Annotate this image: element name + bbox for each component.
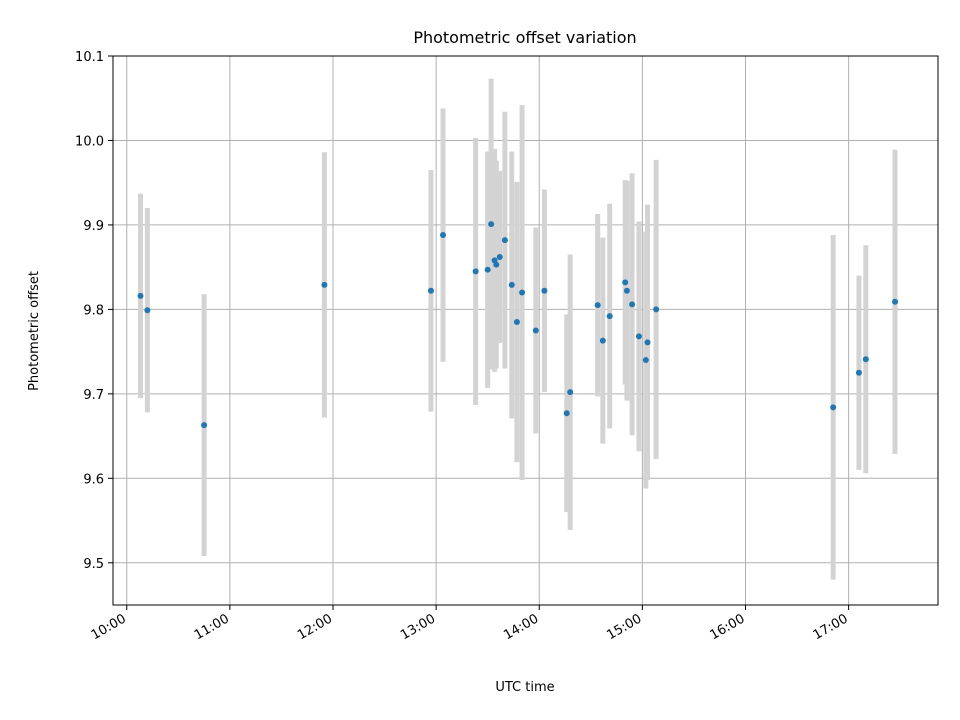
y-tick-label: 9.9	[83, 219, 104, 234]
data-points	[137, 221, 899, 429]
y-axis-label: Photometric offset	[27, 271, 42, 391]
data-point	[484, 266, 491, 273]
data-point	[653, 306, 660, 313]
data-point	[519, 289, 526, 296]
y-tick-label: 9.8	[83, 303, 104, 318]
y-tick-label: 9.7	[83, 388, 104, 403]
data-point	[513, 319, 520, 326]
data-point	[201, 422, 208, 429]
data-point	[629, 301, 636, 308]
data-point	[144, 307, 151, 314]
data-point	[493, 261, 500, 268]
data-point	[855, 369, 862, 376]
data-point	[599, 337, 606, 344]
error-bars	[138, 78, 898, 580]
data-point	[644, 339, 651, 346]
x-tick-label: 13:00	[398, 611, 438, 643]
data-point	[427, 287, 434, 294]
data-point	[440, 232, 446, 239]
data-point	[321, 281, 328, 288]
x-tick-label: 10:00	[89, 611, 129, 643]
data-point	[496, 254, 503, 261]
data-point	[563, 410, 570, 417]
ticks: 10:00 11:00 12:00 13:00 14:00 15:00 16:00 17:00…	[75, 50, 851, 643]
x-axis-label: UTC time	[495, 680, 554, 695]
data-point	[508, 281, 515, 288]
data-point	[830, 404, 837, 411]
x-tick-label: 15:00	[604, 611, 644, 643]
data-point	[623, 287, 630, 294]
data-point	[606, 313, 613, 320]
x-tick-label: 16:00	[708, 611, 748, 643]
x-tick-label: 17:00	[811, 611, 851, 643]
data-point	[594, 302, 601, 309]
x-tick-label: 12:00	[295, 611, 335, 643]
y-tick-label: 10.0	[75, 134, 104, 149]
y-tick-label: 9.6	[83, 472, 104, 487]
data-point	[862, 356, 869, 363]
plot-frame	[112, 55, 939, 606]
x-tick-label: 14:00	[501, 611, 541, 643]
y-tick-label: 9.5	[83, 557, 104, 572]
data-point	[532, 327, 539, 334]
data-point	[567, 389, 574, 396]
data-point	[488, 221, 495, 228]
x-tick-label: 11:00	[192, 611, 232, 643]
data-point	[635, 333, 642, 340]
y-tick-label: 10.1	[75, 50, 104, 65]
data-point	[501, 237, 508, 244]
data-point	[642, 357, 649, 364]
data-point	[137, 292, 144, 299]
chart-title: Photometric offset variation	[413, 28, 636, 47]
data-point	[472, 268, 479, 275]
grid	[113, 55, 938, 605]
data-point	[622, 279, 629, 286]
data-point	[892, 298, 899, 305]
data-point	[541, 287, 548, 294]
